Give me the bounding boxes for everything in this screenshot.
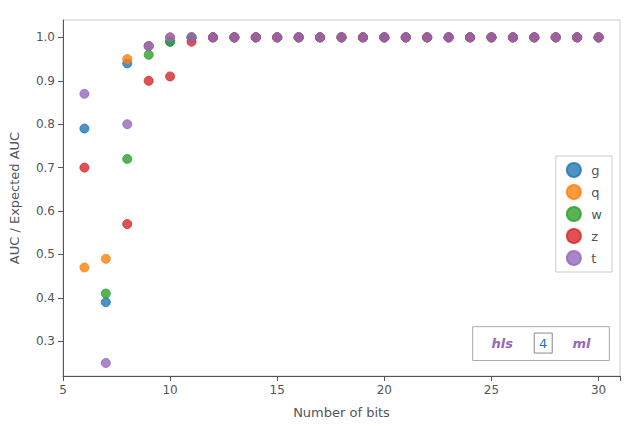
svg-text:0.8: 0.8 [36, 117, 55, 131]
svg-text:0.6: 0.6 [36, 204, 55, 218]
svg-text:25: 25 [484, 383, 499, 397]
svg-text:30: 30 [591, 383, 606, 397]
svg-text:0.3: 0.3 [36, 334, 55, 348]
svg-text:q: q [591, 185, 599, 200]
svg-text:5: 5 [59, 383, 67, 397]
svg-text:4: 4 [539, 336, 547, 351]
svg-text:Number of bits: Number of bits [293, 405, 390, 420]
svg-text:10: 10 [162, 383, 177, 397]
svg-text:t: t [591, 251, 596, 266]
svg-text:hls: hls [491, 336, 513, 351]
svg-text:15: 15 [270, 383, 285, 397]
svg-text:z: z [591, 229, 598, 244]
svg-text:w: w [591, 207, 602, 222]
svg-text:AUC / Expected AUC: AUC / Expected AUC [7, 132, 22, 264]
svg-text:20: 20 [377, 383, 392, 397]
svg-text:1.0: 1.0 [36, 30, 55, 44]
svg-text:ml: ml [572, 336, 591, 351]
svg-text:0.7: 0.7 [36, 161, 55, 175]
svg-text:0.5: 0.5 [36, 247, 55, 261]
svg-text:0.4: 0.4 [36, 291, 55, 305]
svg-text:0.9: 0.9 [36, 74, 55, 88]
svg-text:g: g [591, 163, 599, 178]
